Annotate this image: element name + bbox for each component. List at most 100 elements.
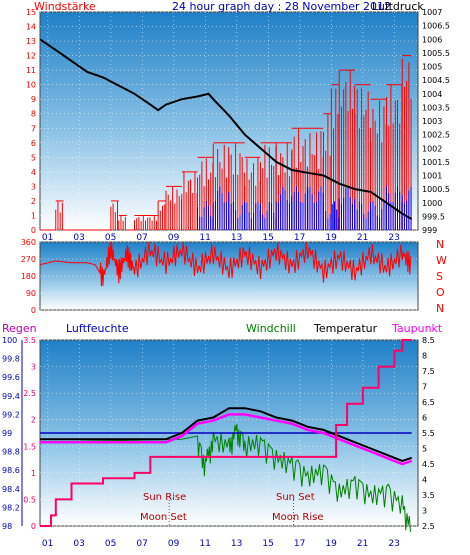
temperature-tick-label: 8 [422,352,427,361]
moon-set-label: Moon Set [140,512,187,523]
temperature-tick-label: 8.5 [422,336,435,345]
humidity-tick-label: 99.6 [2,373,20,382]
humidity-tick-label: 99.2 [2,410,20,419]
left-label: Windstärke [34,0,96,13]
x-tick-label: 01 [42,233,53,243]
wind-tick-label: 1 [31,211,36,220]
x-tick-label: 23 [388,233,399,243]
wind-tick-label: 12 [26,52,36,61]
compass-letter: N [436,238,444,251]
x-tick-label: 11 [199,539,210,549]
legend-windchill: Windchill [246,322,296,335]
x-tick-label: 09 [168,539,180,549]
pressure-tick-label: 1006 [422,35,442,44]
moon-rise-label: Moon Rise [272,512,323,523]
x-tick-label: 23 [388,539,399,549]
temperature-tick-label: 2.5 [422,522,435,531]
rain-tick-label: 2 [31,416,36,425]
rain-tick-label: 1.5 [23,442,36,451]
pressure-tick-label: 1002 [422,144,442,153]
x-tick-label: 07 [136,539,147,549]
x-tick-label: 19 [325,233,337,243]
compass-letter: S [436,270,443,283]
humidity-tick-label: 98.2 [2,503,20,512]
x-tick-label: 03 [73,539,84,549]
pressure-tick-label: 1004 [422,90,442,99]
pressure-tick-label: 1007 [422,8,442,17]
x-tick-label: 09 [168,233,180,243]
rain-tick-label: 3.5 [23,336,36,345]
pressure-tick-label: 1003.5 [422,103,450,112]
legend-temperature: Temperatur [313,322,378,335]
pressure-tick-label: 999 [422,226,437,235]
x-tick-label: 07 [136,233,147,243]
x-tick-label: 13 [231,233,242,243]
humidity-tick-label: 99 [2,429,12,438]
temperature-line [40,407,413,462]
x-tick-label: 17 [294,539,305,549]
pressure-tick-label: 1001.5 [422,158,450,167]
humidity-tick-label: 98.4 [2,485,20,494]
pressure-tick-label: 1003 [422,117,442,126]
humidity-tick-label: 98 [2,522,12,531]
pressure-tick-label: 1001 [422,172,442,181]
humidity-tick-label: 98.8 [2,448,20,457]
rain-tick-label: 1 [31,469,36,478]
pressure-tick-label: 1006.5 [422,22,450,31]
pressure-tick-label: 1002.5 [422,131,450,140]
rain-tick-label: 0.5 [23,495,36,504]
x-tick-label: 01 [42,539,53,549]
humidity-tick-label: 100 [2,336,17,345]
x-tick-label: 19 [325,539,337,549]
temperature-tick-label: 6.5 [422,398,435,407]
wind-tick-label: 4 [31,168,36,177]
pressure-tick-label: 1005.5 [422,49,450,58]
compass-letter: N [436,302,444,315]
temperature-tick-label: 4 [422,476,427,485]
chart-title: 24 hour graph day : 28 November 2012 [172,0,391,13]
wind-tick-label: 6 [31,139,36,148]
legend-rain: Regen [2,322,37,335]
wind-tick-label: 2 [31,197,36,206]
rain-line [40,339,412,527]
pressure-tick-label: 1000 [422,199,442,208]
pressure-line [39,38,413,220]
pressure-tick-label: 1000.5 [422,185,450,194]
sun-rise-label: Sun Rise [143,492,186,503]
right-label: Luftdruck [372,0,424,13]
pressure-tick-label: 999.5 [422,212,445,221]
temperature-tick-label: 5 [422,445,427,454]
wind-tick-label: 7 [31,124,36,133]
wind-tick-label: 10 [26,81,36,90]
wind-tick-label: 14 [26,23,36,32]
compass-letter: O [436,286,445,299]
x-tick-label: 05 [105,233,116,243]
direction-line [39,241,412,287]
x-tick-label: 13 [231,539,242,549]
wind-tick-label: 8 [31,110,36,119]
direction-tick-label: 180 [21,272,36,281]
x-tick-label: 17 [294,233,305,243]
humidity-tick-label: 99.8 [2,355,20,364]
temperature-tick-label: 3 [422,507,427,516]
compass-letter: W [436,254,447,267]
pressure-tick-label: 1004.5 [422,76,450,85]
direction-tick-label: 90 [26,289,36,298]
humidity-tick-label: 99.4 [2,392,20,401]
wind-tick-label: 13 [26,37,36,46]
temperature-tick-label: 3.5 [422,491,435,500]
wind-tick-label: 9 [31,95,36,104]
dewpoint-line [40,413,413,466]
x-tick-label: 15 [262,539,273,549]
temperature-tick-label: 4.5 [422,460,435,469]
x-tick-label: 21 [357,539,368,549]
x-tick-label: 21 [357,233,368,243]
windchill-line [39,424,411,532]
sun-set-label: Sun Set [276,492,315,503]
wind-tick-label: 11 [26,66,36,75]
rain-tick-label: 0 [31,522,36,531]
direction-tick-label: 0 [31,306,36,315]
wind-tick-label: 0 [31,226,36,235]
pressure-tick-label: 1005 [422,63,442,72]
